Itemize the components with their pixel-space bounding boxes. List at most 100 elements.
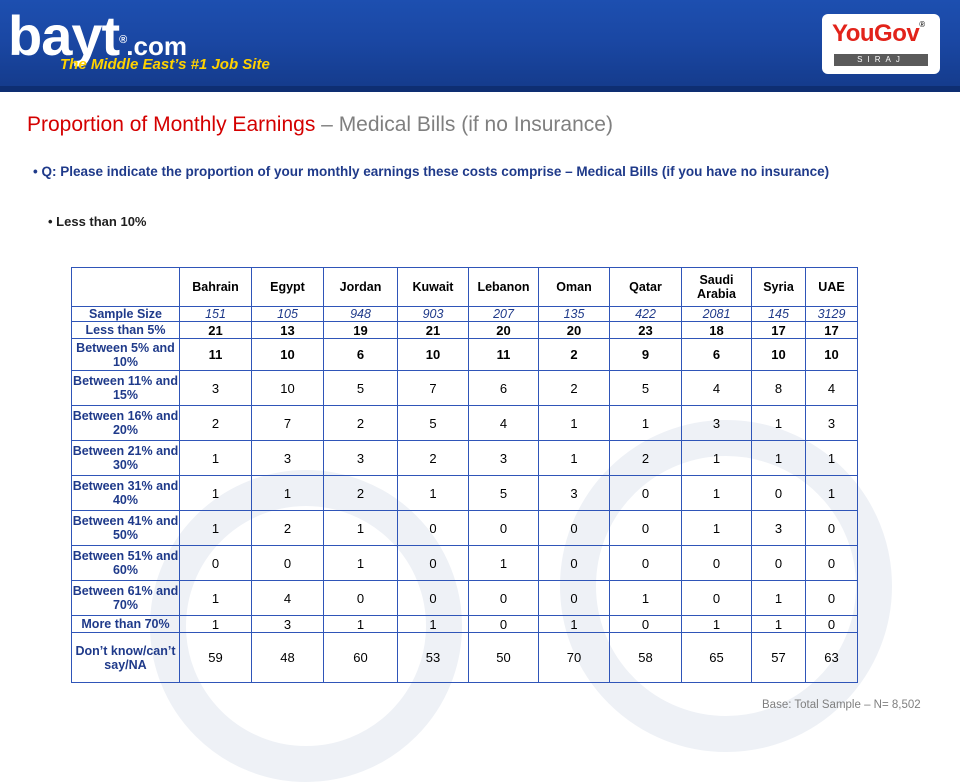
table-cell: 53 bbox=[397, 632, 469, 683]
table-cell: 8 bbox=[751, 370, 806, 406]
column-header: Oman bbox=[538, 267, 610, 307]
table-cell: 4 bbox=[251, 580, 324, 616]
table-cell: 3 bbox=[468, 440, 539, 476]
table-cell: 145 bbox=[751, 306, 806, 322]
title-sub: Medical Bills (if no Insurance) bbox=[338, 113, 613, 136]
yougov-logo[interactable]: YouGov® SIRAJ bbox=[822, 14, 940, 74]
table-cell: 20 bbox=[538, 321, 610, 339]
table-cell: 5 bbox=[609, 370, 682, 406]
table-cell: 0 bbox=[251, 545, 324, 581]
table-cell: 5 bbox=[468, 475, 539, 511]
table-cell: 11 bbox=[468, 338, 539, 371]
table-cell: 1 bbox=[538, 615, 610, 633]
table-cell: 3 bbox=[751, 510, 806, 546]
table-cell: 60 bbox=[323, 632, 398, 683]
table-cell: 0 bbox=[609, 545, 682, 581]
table-cell: 20 bbox=[468, 321, 539, 339]
table-cell: 1 bbox=[805, 475, 858, 511]
yougov-name: YouGov bbox=[832, 20, 920, 47]
tagline: The Middle East’s #1 Job Site bbox=[60, 56, 270, 73]
row-label: Don’t know/can’t say/NA bbox=[71, 632, 180, 683]
table-cell: 948 bbox=[323, 306, 398, 322]
row-label: Between 41% and 50% bbox=[71, 510, 180, 546]
table-cell: 1 bbox=[681, 475, 752, 511]
table-cell: 7 bbox=[397, 370, 469, 406]
column-header: Lebanon bbox=[468, 267, 539, 307]
table-cell: 10 bbox=[751, 338, 806, 371]
data-rows: Less than 5% 21 13 19 21 20 20 23 18 17 17 Between … bbox=[71, 321, 858, 683]
column-header: UAE bbox=[805, 267, 858, 307]
table-cell: 0 bbox=[397, 510, 469, 546]
table-cell: 1 bbox=[751, 580, 806, 616]
row-label: Between 31% and 40% bbox=[71, 475, 180, 511]
table-cell: 2 bbox=[179, 405, 252, 441]
table-cell: 48 bbox=[251, 632, 324, 683]
table-cell: 3 bbox=[681, 405, 752, 441]
table-cell: 1 bbox=[323, 615, 398, 633]
table-cell: 3 bbox=[323, 440, 398, 476]
table-cell: 3 bbox=[538, 475, 610, 511]
question-text: • Q: Please indicate the proportion of y… bbox=[33, 164, 830, 179]
table-row: Less than 5% 21 13 19 21 20 20 23 18 17 17 bbox=[71, 321, 858, 339]
table-cell: 2 bbox=[538, 370, 610, 406]
table-cell: 3 bbox=[251, 615, 324, 633]
table-cell: 0 bbox=[468, 615, 539, 633]
sub-bullet: • Less than 10% bbox=[48, 214, 147, 229]
table-cell: 0 bbox=[805, 580, 858, 616]
table-cell: 13 bbox=[251, 321, 324, 339]
table-cell: 63 bbox=[805, 632, 858, 683]
table-cell: 4 bbox=[468, 405, 539, 441]
bayt-logo-reg: ® bbox=[119, 34, 127, 46]
row-label: More than 70% bbox=[71, 615, 180, 633]
table-cell: 70 bbox=[538, 632, 610, 683]
table-cell: 17 bbox=[805, 321, 858, 339]
row-label: Less than 5% bbox=[71, 321, 180, 339]
header-banner: bayt®.com The Middle East’s #1 Job Site … bbox=[0, 0, 960, 92]
table-cell: 21 bbox=[397, 321, 469, 339]
table-row: Between 31% and 40% 1 1 2 1 5 3 0 1 0 1 bbox=[71, 475, 858, 511]
table-cell: 1 bbox=[251, 475, 324, 511]
column-header: Qatar bbox=[609, 267, 682, 307]
table-cell: 1 bbox=[323, 545, 398, 581]
table-row: Between 51% and 60% 0 0 1 0 1 0 0 0 0 0 bbox=[71, 545, 858, 581]
table-cell: 21 bbox=[179, 321, 252, 339]
table-cell: 0 bbox=[609, 615, 682, 633]
table-cell: 0 bbox=[805, 510, 858, 546]
bayt-logo[interactable]: bayt®.com bbox=[8, 8, 187, 74]
table-cell: 59 bbox=[179, 632, 252, 683]
table-cell: 2 bbox=[609, 440, 682, 476]
table-row: Between 21% and 30% 1 3 3 2 3 1 2 1 1 1 bbox=[71, 440, 858, 476]
table-cell: 4 bbox=[681, 370, 752, 406]
table-row: More than 70% 1 3 1 1 0 1 0 1 1 0 bbox=[71, 615, 858, 633]
table-cell: 6 bbox=[681, 338, 752, 371]
table-cell: 1 bbox=[179, 615, 252, 633]
table-cell: 0 bbox=[323, 580, 398, 616]
table-cell: 50 bbox=[468, 632, 539, 683]
table-cell: 1 bbox=[538, 440, 610, 476]
table-cell: 1 bbox=[179, 580, 252, 616]
column-header: Saudi Arabia bbox=[681, 267, 752, 307]
table-cell: 0 bbox=[681, 545, 752, 581]
table-cell: 1 bbox=[179, 510, 252, 546]
table-cell: 3 bbox=[251, 440, 324, 476]
bayt-logo-text: bayt bbox=[8, 4, 120, 67]
table-cell: 1 bbox=[805, 440, 858, 476]
table-row: Between 41% and 50% 1 2 1 0 0 0 0 1 3 0 bbox=[71, 510, 858, 546]
column-header: Egypt bbox=[251, 267, 324, 307]
table-cell: 6 bbox=[468, 370, 539, 406]
table-cell: 1 bbox=[751, 405, 806, 441]
table-cell: 5 bbox=[323, 370, 398, 406]
table-cell: 207 bbox=[468, 306, 539, 322]
banner-stripe bbox=[0, 86, 960, 92]
table-cell: 10 bbox=[805, 338, 858, 371]
table-cell: 1 bbox=[681, 440, 752, 476]
table-cell: 2 bbox=[397, 440, 469, 476]
table-cell: 903 bbox=[397, 306, 469, 322]
table-cell: 1 bbox=[179, 440, 252, 476]
table-row: Between 16% and 20% 2 7 2 5 4 1 1 3 1 3 bbox=[71, 405, 858, 441]
table-cell: 9 bbox=[609, 338, 682, 371]
row-label: Between 61% and 70% bbox=[71, 580, 180, 616]
column-header: Syria bbox=[751, 267, 806, 307]
corner-cell bbox=[71, 267, 180, 307]
row-label: Between 5% and 10% bbox=[71, 338, 180, 371]
